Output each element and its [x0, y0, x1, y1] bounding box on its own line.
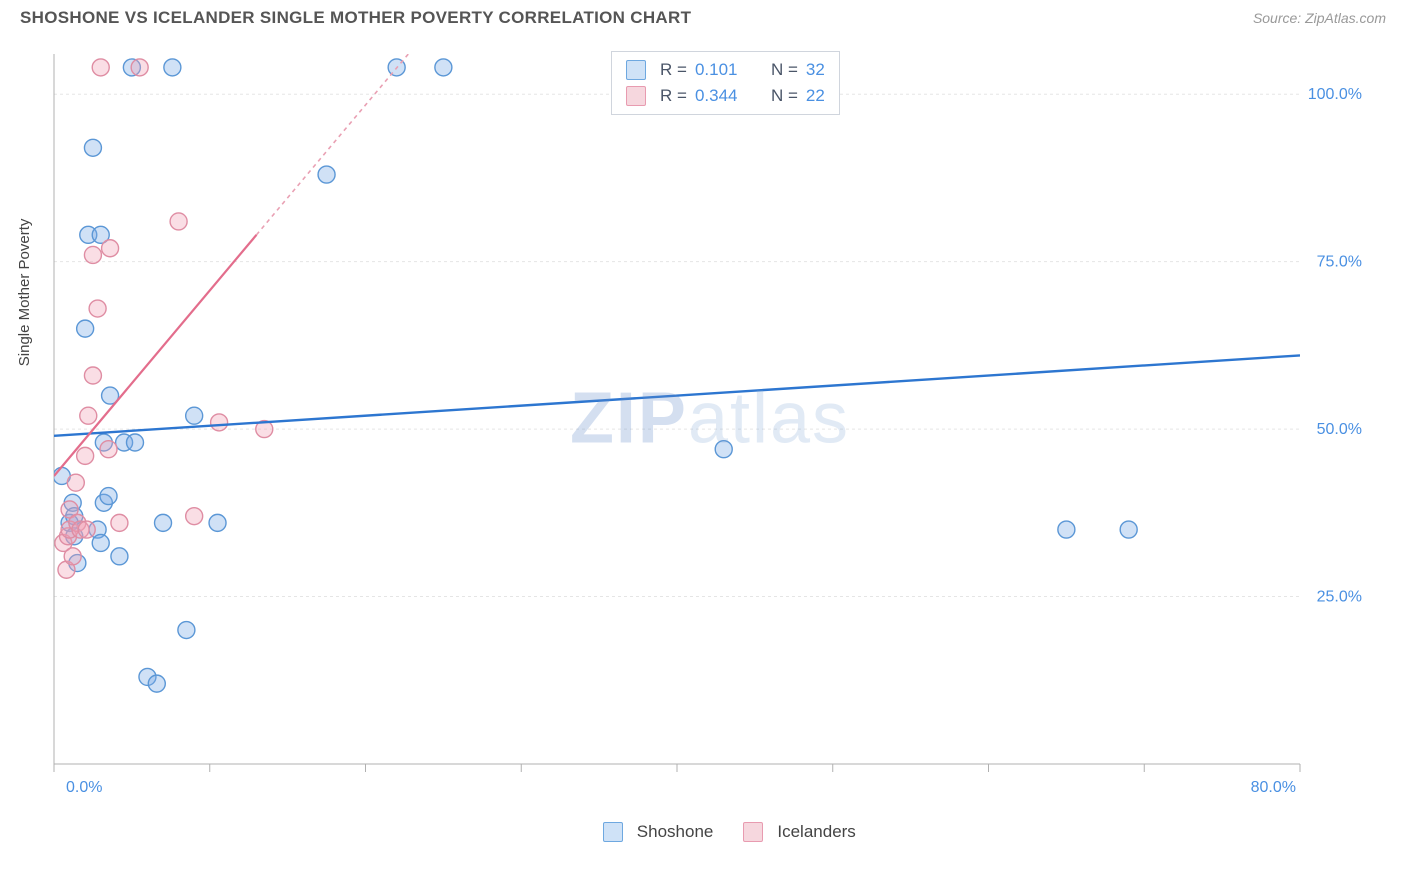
- data-point: [318, 166, 335, 183]
- legend-swatch: [626, 86, 646, 106]
- data-point: [1120, 521, 1137, 538]
- data-point: [102, 240, 119, 257]
- data-point: [186, 407, 203, 424]
- data-point: [67, 474, 84, 491]
- data-point: [178, 622, 195, 639]
- data-point: [77, 320, 94, 337]
- data-point: [64, 548, 81, 565]
- data-point: [148, 675, 165, 692]
- plot-svg: 25.0% 50.0% 75.0% 100.0% 0.0% 80.0%: [50, 50, 1370, 800]
- legend-swatch: [626, 60, 646, 80]
- data-point: [80, 407, 97, 424]
- legend-r-label: R =: [660, 57, 687, 83]
- data-point: [78, 521, 95, 538]
- trend-line: [54, 355, 1300, 435]
- svg-text:80.0%: 80.0%: [1251, 779, 1296, 796]
- chart-title: SHOSHONE VS ICELANDER SINGLE MOTHER POVE…: [20, 8, 691, 28]
- data-point: [92, 534, 109, 551]
- data-point: [100, 488, 117, 505]
- data-point: [209, 514, 226, 531]
- data-point: [715, 441, 732, 458]
- legend-swatch: [743, 822, 763, 842]
- trend-line: [54, 235, 256, 476]
- svg-text:75.0%: 75.0%: [1317, 254, 1362, 271]
- trend-line-extension: [256, 50, 458, 235]
- legend-n-value: 32: [806, 57, 825, 83]
- data-point: [77, 447, 94, 464]
- data-point: [155, 514, 172, 531]
- data-point: [111, 548, 128, 565]
- data-point: [164, 59, 181, 76]
- svg-text:0.0%: 0.0%: [66, 779, 102, 796]
- data-point: [435, 59, 452, 76]
- legend-swatch: [603, 822, 623, 842]
- legend-n-value: 22: [806, 83, 825, 109]
- scatter-plot: 25.0%50.0%75.0%100.0%0.0%80.0% ZIPatlas …: [50, 50, 1370, 800]
- series-name: Shoshone: [637, 822, 714, 842]
- data-point: [1058, 521, 1075, 538]
- legend-r-value: 0.101: [695, 57, 751, 83]
- data-point: [186, 508, 203, 525]
- data-point: [84, 139, 101, 156]
- data-point: [170, 213, 187, 230]
- series-name: Icelanders: [777, 822, 855, 842]
- source-attribution: Source: ZipAtlas.com: [1253, 10, 1386, 26]
- legend-r-label: R =: [660, 83, 687, 109]
- data-point: [89, 300, 106, 317]
- data-point: [84, 367, 101, 384]
- series-legend: Shoshone Icelanders: [603, 822, 856, 842]
- y-axis-label: Single Mother Poverty: [16, 219, 33, 367]
- data-point: [84, 246, 101, 263]
- series-legend-item: Shoshone: [603, 822, 714, 842]
- legend-row: R = 0.344 N = 22: [626, 83, 825, 109]
- svg-text:25.0%: 25.0%: [1317, 589, 1362, 606]
- legend-n-label: N =: [771, 83, 798, 109]
- data-point: [100, 441, 117, 458]
- svg-text:100.0%: 100.0%: [1308, 86, 1362, 103]
- data-point: [111, 514, 128, 531]
- svg-text:50.0%: 50.0%: [1317, 421, 1362, 438]
- legend-n-label: N =: [771, 57, 798, 83]
- chart-container: Single Mother Poverty 25.0%50.0%75.0%100…: [40, 40, 1380, 840]
- legend-row: R = 0.101 N = 32: [626, 57, 825, 83]
- correlation-legend: R = 0.101 N = 32 R = 0.344 N = 22: [611, 51, 840, 115]
- series-legend-item: Icelanders: [743, 822, 855, 842]
- data-point: [92, 59, 109, 76]
- data-point: [126, 434, 143, 451]
- data-point: [211, 414, 228, 431]
- legend-r-value: 0.344: [695, 83, 751, 109]
- data-point: [131, 59, 148, 76]
